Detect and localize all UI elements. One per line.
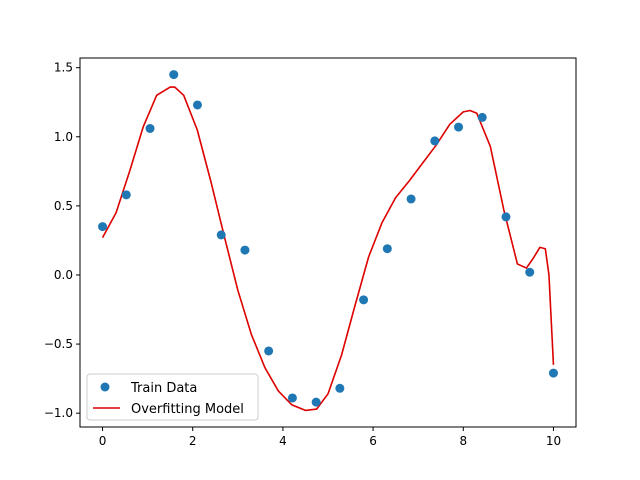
data-point bbox=[216, 230, 226, 240]
y-tick-label: 0.0 bbox=[54, 268, 73, 282]
plot-area bbox=[79, 57, 577, 428]
data-point bbox=[430, 136, 440, 146]
x-axis: 0 2 4 6 8 10 bbox=[99, 427, 561, 448]
legend-label: Train Data bbox=[130, 381, 197, 396]
x-tick-label: 0 bbox=[99, 434, 107, 448]
data-point bbox=[525, 267, 535, 277]
data-point bbox=[145, 123, 155, 133]
data-point bbox=[311, 397, 321, 407]
data-point bbox=[406, 194, 416, 204]
data-point bbox=[121, 190, 131, 200]
x-tick-label: 2 bbox=[189, 434, 197, 448]
plot-background bbox=[80, 58, 576, 427]
data-point bbox=[192, 100, 202, 110]
y-axis: −1.0 −0.5 0.0 0.5 1.0 1.5 bbox=[44, 61, 80, 420]
x-tick-label: 6 bbox=[369, 434, 377, 448]
data-point bbox=[169, 70, 179, 80]
legend-marker-train-data bbox=[100, 382, 110, 392]
data-point bbox=[287, 393, 297, 403]
legend-box bbox=[86, 373, 259, 421]
legend-label: Overfitting Model bbox=[131, 402, 244, 417]
y-tick-label: −1.0 bbox=[44, 406, 73, 420]
x-tick-label: 4 bbox=[279, 434, 287, 448]
data-point bbox=[454, 122, 464, 132]
data-point bbox=[240, 245, 250, 255]
y-tick-label: 0.5 bbox=[54, 199, 73, 213]
x-tick-label: 8 bbox=[459, 434, 467, 448]
data-point bbox=[359, 295, 369, 305]
x-tick-label: 10 bbox=[546, 434, 561, 448]
data-point bbox=[501, 212, 511, 222]
y-tick-label: 1.5 bbox=[54, 61, 73, 75]
data-point bbox=[98, 222, 108, 232]
data-point bbox=[335, 383, 345, 393]
legend: Train Data Overfitting Model bbox=[86, 373, 259, 421]
data-point bbox=[477, 112, 487, 122]
data-point bbox=[264, 346, 274, 356]
series-line-overfitting-model bbox=[101, 86, 555, 412]
plot-frame bbox=[79, 57, 577, 428]
series-layer bbox=[98, 70, 558, 412]
data-point bbox=[548, 368, 558, 378]
data-point bbox=[382, 244, 392, 254]
y-tick-label: −0.5 bbox=[44, 337, 73, 351]
y-tick-label: 1.0 bbox=[54, 130, 73, 144]
